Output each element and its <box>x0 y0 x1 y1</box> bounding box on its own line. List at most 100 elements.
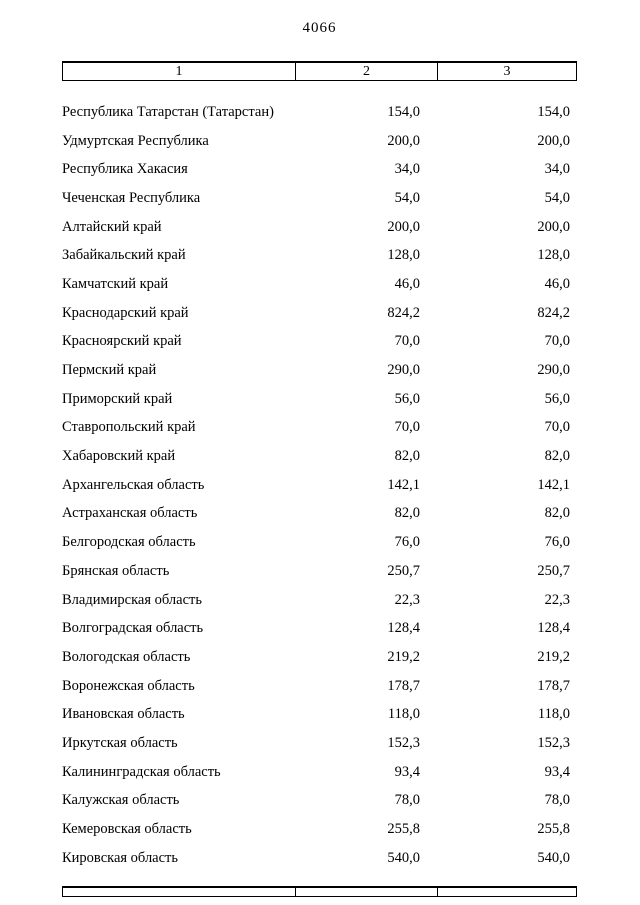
table-row: Кемеровская область 255,8 255,8 <box>62 815 570 844</box>
value-col2: 142,1 <box>387 476 420 493</box>
value-col3: 22,3 <box>544 591 570 608</box>
region-name: Калужская область <box>62 792 180 809</box>
value-col3: 200,0 <box>537 218 570 235</box>
table-body: Республика Татарстан (Татарстан) 154,0 1… <box>62 98 570 873</box>
region-name: Пермский край <box>62 362 157 379</box>
table-header-col1: 1 <box>63 63 296 80</box>
region-name: Красноярский край <box>62 333 182 350</box>
value-col3: 290,0 <box>537 362 570 379</box>
region-name: Иркутская область <box>62 734 178 751</box>
table-row: Ставропольский край 70,0 70,0 <box>62 414 570 443</box>
value-col3: 824,2 <box>537 304 570 321</box>
value-col2: 154,0 <box>387 103 420 120</box>
region-name: Астраханская область <box>62 505 198 522</box>
value-col3: 128,4 <box>537 620 570 637</box>
table-row: Волгоградская область 128,4 128,4 <box>62 614 570 643</box>
value-col2: 34,0 <box>394 161 420 178</box>
value-col2: 46,0 <box>394 275 420 292</box>
table-row: Ивановская область 118,0 118,0 <box>62 700 570 729</box>
value-col3: 255,8 <box>537 821 570 838</box>
value-col3: 82,0 <box>544 448 570 465</box>
value-col2: 250,7 <box>387 562 420 579</box>
value-col2: 76,0 <box>394 534 420 551</box>
table-row: Калужская область 78,0 78,0 <box>62 787 570 816</box>
region-name: Ставропольский край <box>62 419 196 436</box>
region-name: Удмуртская Республика <box>62 132 209 149</box>
value-col3: 250,7 <box>537 562 570 579</box>
value-col3: 93,4 <box>544 763 570 780</box>
region-name: Ивановская область <box>62 706 185 723</box>
value-col3: 70,0 <box>544 419 570 436</box>
table-row: Камчатский край 46,0 46,0 <box>62 270 570 299</box>
region-name: Чеченская Республика <box>62 189 201 206</box>
value-col3: 142,1 <box>537 476 570 493</box>
region-name: Алтайский край <box>62 218 162 235</box>
table-row: Приморский край 56,0 56,0 <box>62 385 570 414</box>
region-name: Приморский край <box>62 390 173 407</box>
table-header-col2: 2 <box>296 63 438 80</box>
region-name: Краснодарский край <box>62 304 189 321</box>
region-name: Республика Татарстан (Татарстан) <box>62 103 274 120</box>
region-name: Белгородская область <box>62 534 196 551</box>
table-row: Краснодарский край 824,2 824,2 <box>62 299 570 328</box>
table-row: Владимирская область 22,3 22,3 <box>62 586 570 615</box>
page-number: 4066 <box>302 20 337 36</box>
table-row: Иркутская область 152,3 152,3 <box>62 729 570 758</box>
value-col3: 76,0 <box>544 534 570 551</box>
value-col3: 78,0 <box>544 792 570 809</box>
table-row: Калининградская область 93,4 93,4 <box>62 758 570 787</box>
table-row: Алтайский край 200,0 200,0 <box>62 213 570 242</box>
region-name: Кировская область <box>62 849 179 866</box>
region-name: Камчатский край <box>62 275 169 292</box>
value-col2: 128,4 <box>387 620 420 637</box>
value-col2: 540,0 <box>387 849 420 866</box>
table-row: Красноярский край 70,0 70,0 <box>62 328 570 357</box>
value-col2: 93,4 <box>394 763 420 780</box>
value-col2: 219,2 <box>387 648 420 665</box>
table-row: Республика Татарстан (Татарстан) 154,0 1… <box>62 98 570 127</box>
value-col3: 54,0 <box>544 189 570 206</box>
value-col2: 54,0 <box>394 189 420 206</box>
region-name: Хабаровский край <box>62 448 176 465</box>
table-row: Вологодская область 219,2 219,2 <box>62 643 570 672</box>
value-col2: 70,0 <box>394 419 420 436</box>
region-name: Брянская область <box>62 562 170 579</box>
region-name: Кемеровская область <box>62 821 192 838</box>
table-row: Астраханская область 82,0 82,0 <box>62 500 570 529</box>
value-col2: 118,0 <box>387 706 420 723</box>
value-col3: 70,0 <box>544 333 570 350</box>
region-name: Вологодская область <box>62 648 191 665</box>
bottom-strip-col1 <box>63 888 296 896</box>
value-col3: 154,0 <box>537 103 570 120</box>
value-col2: 70,0 <box>394 333 420 350</box>
value-col3: 152,3 <box>537 734 570 751</box>
table-header-col3: 3 <box>503 64 511 79</box>
value-col2: 82,0 <box>394 505 420 522</box>
region-name: Калининградская область <box>62 763 221 780</box>
value-col3: 82,0 <box>544 505 570 522</box>
value-col2: 22,3 <box>394 591 420 608</box>
table-row: Хабаровский край 82,0 82,0 <box>62 442 570 471</box>
value-col2: 82,0 <box>394 448 420 465</box>
value-col2: 200,0 <box>387 132 420 149</box>
value-col2: 255,8 <box>387 821 420 838</box>
bottom-strip-col3 <box>438 888 576 896</box>
value-col2: 200,0 <box>387 218 420 235</box>
value-col2: 78,0 <box>394 792 420 809</box>
table-row: Архангельская область 142,1 142,1 <box>62 471 570 500</box>
value-col2: 56,0 <box>394 390 420 407</box>
table-row: Белгородская область 76,0 76,0 <box>62 528 570 557</box>
table-row: Воронежская область 178,7 178,7 <box>62 672 570 701</box>
value-col3: 128,0 <box>537 247 570 264</box>
region-name: Воронежская область <box>62 677 195 694</box>
value-col3: 46,0 <box>544 275 570 292</box>
value-col3: 34,0 <box>544 161 570 178</box>
value-col2: 128,0 <box>387 247 420 264</box>
table-row: Республика Хакасия 34,0 34,0 <box>62 155 570 184</box>
region-name: Волгоградская область <box>62 620 204 637</box>
bottom-strip-col2 <box>296 888 438 896</box>
value-col3: 118,0 <box>537 706 570 723</box>
region-name: Владимирская область <box>62 591 202 608</box>
region-name: Архангельская область <box>62 476 205 493</box>
